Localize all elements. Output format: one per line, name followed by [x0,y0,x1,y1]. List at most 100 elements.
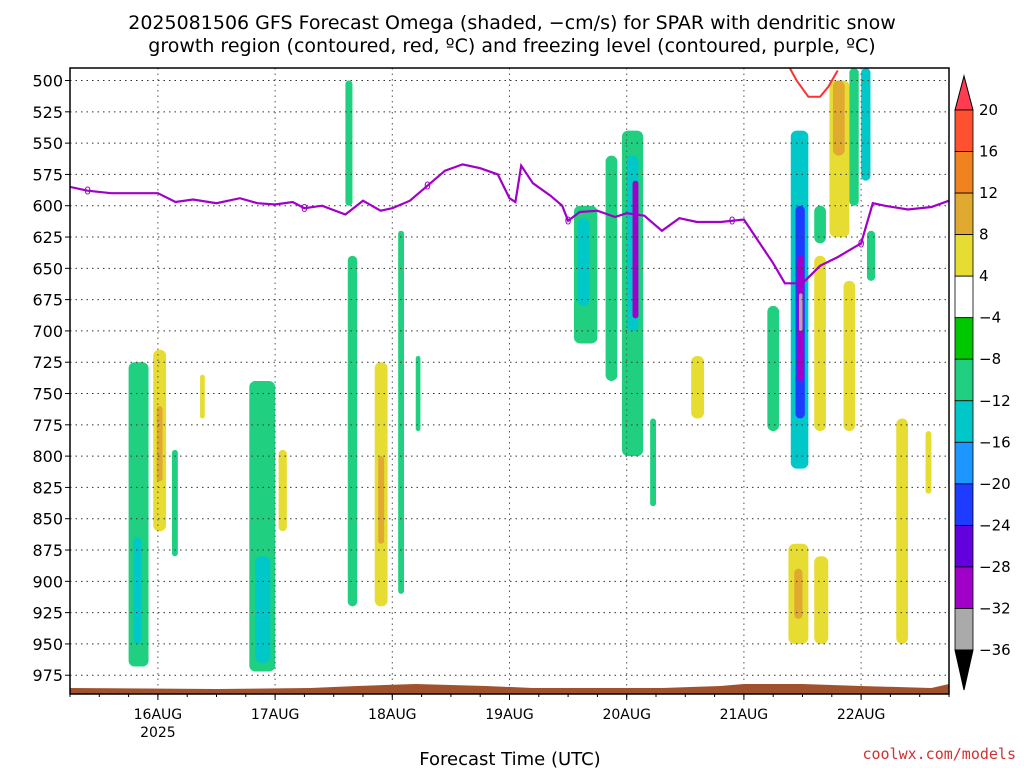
y-tick-label: 800 [32,447,63,466]
freezing-level-label: 0 [565,215,572,228]
chart-title-line2: growth region (contoured, red, ºC) and f… [148,35,875,57]
y-tick-label: 725 [32,353,63,372]
dendritic-contour [788,68,839,98]
y-tick-label: 925 [32,604,63,623]
omega-cell [814,205,826,244]
omega-cell [691,355,705,419]
colorbar-segment [954,566,974,609]
colorbar-segment [954,608,974,651]
x-axis-ticks: 16AUG 2025 17AUG 18AUG 19AUG 20AUG 21AUG 22AUG [69,694,950,741]
colorbar-top-arrow [954,74,974,111]
colorbar-segment [954,317,974,360]
y-tick-label: 900 [32,572,63,591]
omega-cell [577,218,590,306]
gridlines [70,68,949,694]
colorbar-label: −16 [979,433,1011,451]
y-axis-ticks: 500 525 550 575 600 625 650 675 700 725 750 775 800 8… [32,72,70,685]
freezing-level-label: 0 [858,237,865,250]
colorbar: 20 16 12 8 4 −4 −8 −12 −16 −20 −24 −28 −32 −36 [954,74,1011,691]
colorbar-label: 8 [979,226,989,244]
freezing-level-label: 0 [729,215,736,228]
omega-cell [605,155,618,381]
y-tick-label: 600 [32,197,63,216]
omega-cell [767,305,780,432]
omega-cell [794,568,803,619]
omega-cell [814,255,826,432]
omega-cell [255,556,271,663]
y-tick-label: 675 [32,291,63,310]
colorbar-label: −32 [979,599,1011,617]
colorbar-label: −20 [979,475,1011,493]
y-tick-label: 750 [32,385,63,404]
contours: 0 0 0 0 0 0 [70,68,949,285]
omega-cell [814,556,829,644]
colorbar-segment [954,109,974,152]
colorbar-label: −8 [979,350,1001,368]
y-tick-label: 875 [32,541,63,560]
omega-cell [278,449,287,532]
credit-text: coolwx.com/models [862,745,1016,763]
colorbar-label: −12 [979,392,1011,410]
colorbar-label: 12 [979,184,998,202]
y-tick-label: 975 [32,666,63,685]
colorbar-segment [954,483,974,526]
colorbar-label: −24 [979,516,1011,534]
y-tick-label: 850 [32,510,63,529]
colorbar-bottom-arrow [954,649,974,691]
x-tick-sublabel: 2025 [140,725,176,741]
chart-title-line1: 2025081506 GFS Forecast Omega (shaded, −… [128,12,896,34]
omega-cell [866,230,876,281]
omega-cell [849,68,859,206]
terrain-strip [70,684,949,694]
omega-cell [896,418,908,644]
colorbar-segment [954,441,974,485]
omega-cell [843,280,856,432]
omega-cell [133,537,142,644]
x-tick-label: 17AUG [251,707,300,723]
omega-cell [925,431,932,494]
colorbar-segment [954,358,974,402]
omega-cell [798,293,803,331]
y-tick-label: 550 [32,134,63,153]
omega-cell [171,449,178,557]
y-tick-label: 525 [32,103,63,122]
y-tick-label: 500 [32,72,63,91]
x-tick-label: 22AUG [837,707,886,723]
colorbar-segment [954,524,974,568]
omega-cell [200,374,205,419]
freezing-level-label: 0 [424,180,431,193]
omega-shading [128,68,932,672]
y-tick-label: 650 [32,259,63,278]
omega-cell [832,80,845,156]
colorbar-label: 16 [979,143,998,161]
colorbar-segment [954,192,974,236]
colorbar-segment [954,234,974,277]
terrain-fill [70,684,949,694]
omega-cell [415,355,421,432]
y-tick-label: 625 [32,228,63,247]
omega-cell [650,418,656,507]
omega-cell [861,68,871,181]
colorbar-label: −36 [979,641,1011,659]
y-tick-label: 775 [32,416,63,435]
freezing-level-label: 0 [301,202,308,215]
y-tick-label: 825 [32,478,63,497]
colorbar-segment [954,275,974,319]
colorbar-label: 4 [979,267,989,285]
omega-cell [378,456,385,544]
freezing-level-contour [70,162,949,285]
colorbar-segment [954,400,974,443]
y-tick-label: 950 [32,635,63,654]
omega-cell [398,230,405,594]
y-tick-label: 575 [32,165,63,184]
colorbar-label: 20 [979,101,998,119]
freezing-level-label: 0 [84,185,91,198]
x-axis-label: Forecast Time (UTC) [419,749,600,768]
x-tick-label: 19AUG [485,707,534,723]
omega-cell [347,255,358,607]
x-tick-label: 16AUG [134,707,183,723]
colorbar-label: −4 [979,309,1001,327]
y-tick-label: 700 [32,322,63,341]
colorbar-label: −28 [979,558,1011,576]
